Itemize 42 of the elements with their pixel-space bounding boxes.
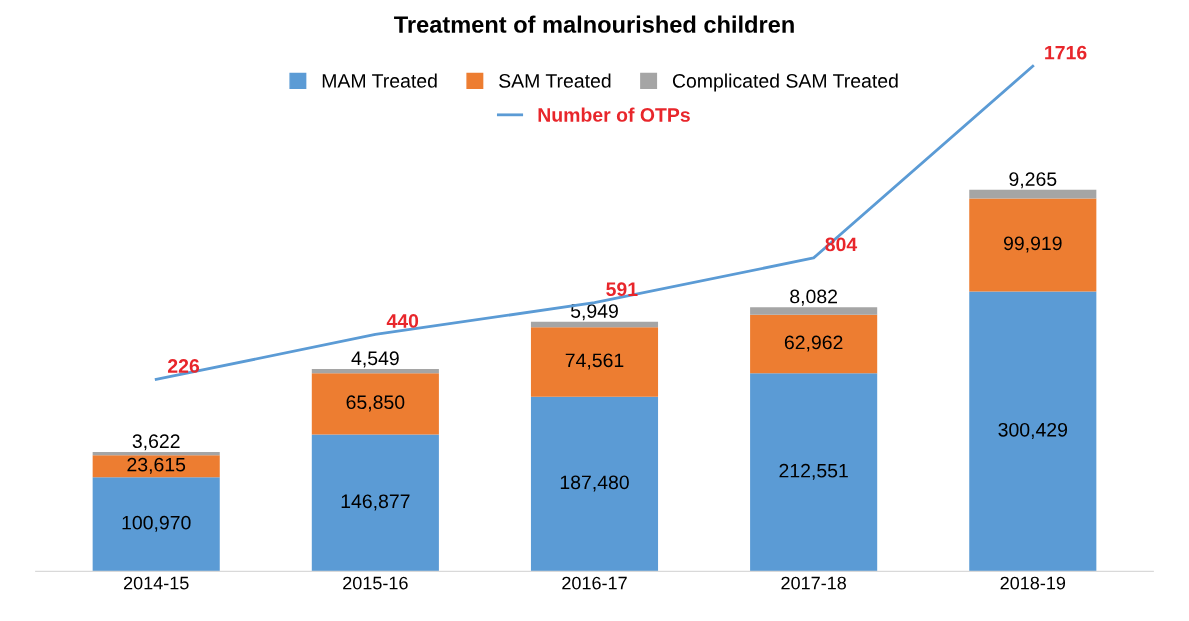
- data-label: 1716: [1045, 45, 1087, 60]
- legend-label: Complicated SAM Treated: [672, 73, 898, 92]
- chart-title: Treatment of malnourished children: [394, 15, 794, 33]
- data-label: 23,615: [127, 457, 186, 474]
- bar: [92, 477, 220, 572]
- data-label: 300,429: [998, 422, 1068, 439]
- bar: [530, 327, 659, 397]
- bar: [750, 307, 878, 315]
- bar: [750, 314, 878, 374]
- data-label: 3,622: [132, 434, 180, 451]
- data-label: 226: [167, 359, 200, 373]
- bar: [311, 434, 439, 572]
- data-label: 8,082: [790, 289, 837, 306]
- bar: [530, 321, 659, 328]
- bar: [750, 373, 878, 572]
- data-label: 4,549: [351, 351, 399, 368]
- data-label: 9,265: [1009, 172, 1057, 189]
- data-label: 212,551: [779, 463, 848, 480]
- bar: [311, 368, 439, 374]
- x-tick-label: 2018-19: [1000, 576, 1066, 590]
- data-label: 591: [606, 282, 638, 297]
- legend-label: SAM Treated: [499, 73, 611, 88]
- x-tick-label: 2017-18: [781, 576, 846, 590]
- bar: [969, 198, 1097, 292]
- x-tick-label: 2014-15: [123, 576, 189, 590]
- data-label: 65,850: [346, 395, 405, 412]
- data-label: 74,561: [565, 353, 624, 370]
- legend-label: MAM Treated: [322, 73, 437, 88]
- data-label: 187,480: [560, 475, 629, 492]
- bar: [311, 373, 439, 435]
- x-tick-label: 2015-16: [343, 576, 408, 590]
- bar: [530, 396, 659, 572]
- data-label: 100,970: [122, 515, 191, 532]
- data-label: 440: [386, 314, 419, 328]
- data-label: 99,919: [1003, 236, 1062, 253]
- data-label: 146,877: [341, 494, 410, 511]
- legend-label: Number of OTPs: [538, 107, 690, 122]
- x-tick-label: 2016-17: [562, 576, 627, 590]
- bar: [969, 189, 1097, 199]
- data-label: 62,962: [784, 335, 843, 352]
- bar: [969, 291, 1097, 572]
- bar: [92, 455, 220, 478]
